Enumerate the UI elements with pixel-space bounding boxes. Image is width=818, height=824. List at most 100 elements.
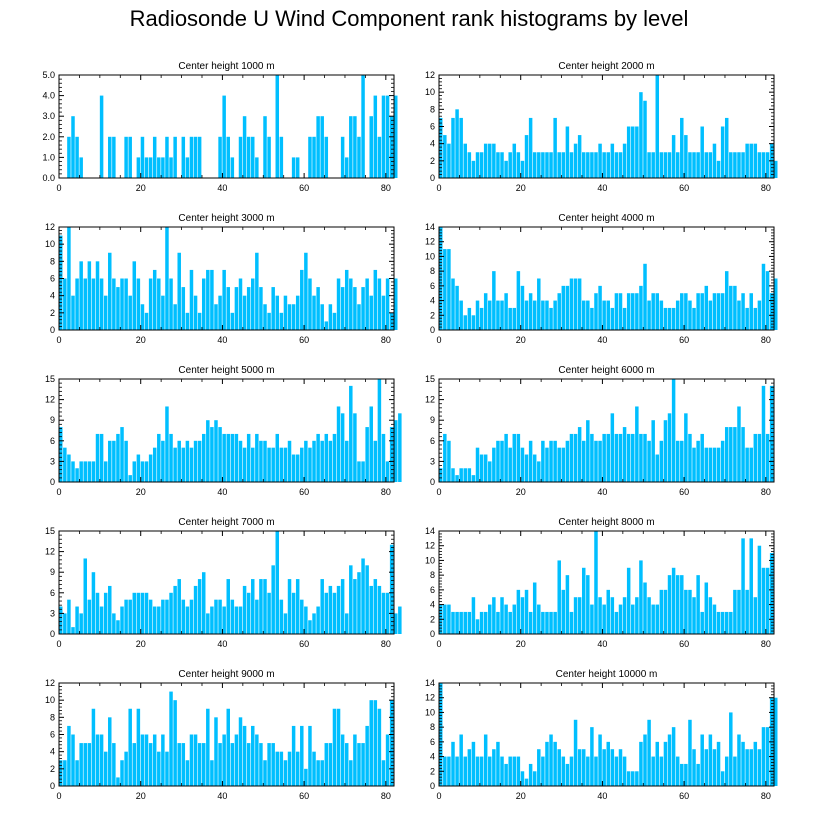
y-tick-label: 12	[45, 395, 55, 405]
chart-panel: Center height 1000 m 0.0 1.0 2.0 3.0 4.0 5.0 0 2…	[42, 61, 398, 193]
histogram-bar	[516, 433, 521, 482]
histogram-bar	[696, 440, 700, 482]
histogram-bar	[124, 136, 128, 178]
histogram-bar	[279, 136, 284, 178]
y-tick-label: 12	[45, 547, 55, 557]
histogram-bar	[222, 269, 226, 330]
chart-panel: Center height 7000 m 0 3 6 9 12 15 0 20 40 60 80	[45, 517, 402, 649]
histogram-bar	[218, 743, 222, 786]
histogram-bar	[663, 152, 668, 178]
histogram-bar	[590, 152, 594, 178]
histogram-bar	[504, 160, 508, 178]
histogram-bar	[488, 143, 492, 178]
histogram-bar	[532, 582, 537, 634]
x-tick-label: 0	[56, 487, 61, 497]
histogram-bar	[242, 585, 247, 634]
x-tick-label: 80	[381, 335, 391, 345]
histogram-bar	[173, 304, 177, 330]
y-tick-label: 0	[430, 325, 435, 335]
histogram-bar	[140, 592, 145, 634]
histogram-bar	[291, 304, 296, 330]
histogram-bar	[463, 468, 467, 482]
histogram-bar	[267, 312, 271, 330]
histogram-bar	[344, 440, 349, 482]
histogram-bar	[733, 427, 737, 482]
histogram-bar	[259, 743, 263, 786]
histogram-bar	[496, 611, 500, 634]
histogram-bar	[455, 285, 459, 330]
y-tick-label: 3	[50, 608, 55, 618]
histogram-bar	[459, 611, 463, 634]
histogram-bar	[745, 749, 749, 786]
histogram-bar	[259, 287, 263, 330]
histogram-bar	[271, 287, 275, 330]
histogram-bar	[684, 413, 688, 482]
histogram-bar	[324, 136, 329, 178]
histogram-bar	[733, 285, 737, 330]
histogram-bar	[222, 606, 226, 634]
histogram-bar	[324, 433, 329, 482]
histogram-bar	[95, 592, 100, 634]
histogram-bar	[116, 777, 120, 786]
histogram-bar	[377, 136, 382, 178]
histogram-bar	[340, 579, 345, 634]
histogram-bar	[439, 468, 443, 482]
histogram-bar	[312, 613, 316, 634]
histogram-bar	[385, 95, 390, 178]
histogram-bar	[251, 725, 255, 786]
x-tick-label: 60	[679, 335, 689, 345]
x-tick-label: 20	[516, 487, 526, 497]
histogram-bar	[622, 597, 627, 634]
histogram-bar	[720, 771, 725, 786]
histogram-bar	[516, 271, 521, 330]
histogram-bar	[692, 307, 696, 330]
histogram-bar	[451, 468, 455, 482]
histogram-bar	[238, 717, 243, 786]
histogram-bar	[344, 743, 349, 786]
histogram-bar	[320, 579, 324, 634]
histogram-bar	[361, 461, 365, 482]
histogram-bar	[586, 152, 590, 178]
histogram-bar	[59, 606, 63, 634]
histogram-bar	[152, 447, 157, 482]
histogram-bar	[483, 143, 488, 178]
histogram-bar	[157, 751, 161, 786]
histogram-bar	[569, 278, 574, 330]
histogram-bar	[488, 300, 492, 330]
chart-panel: Center height 10000 m 0 2 4 6 8 10 12 14 0 20 40 60 8…	[425, 669, 778, 801]
histogram-bar	[439, 227, 443, 330]
histogram-bar	[267, 136, 271, 178]
histogram-bar	[667, 307, 672, 330]
histogram-bar	[741, 152, 745, 178]
histogram-bar	[496, 741, 500, 786]
histogram-bar	[675, 756, 680, 786]
histogram-bar	[671, 379, 676, 482]
histogram-bar	[561, 285, 566, 330]
histogram-bar	[471, 597, 476, 634]
histogram-bar	[185, 312, 190, 330]
histogram-bar	[99, 734, 104, 786]
histogram-bar	[173, 585, 177, 634]
histogram-bar	[238, 440, 243, 482]
histogram-bar	[680, 117, 684, 178]
histogram-bar	[688, 433, 692, 482]
histogram-bar	[606, 741, 610, 786]
histogram-bar	[308, 136, 312, 178]
histogram-bar	[651, 152, 655, 178]
histogram-bar	[332, 312, 337, 330]
histogram-bar	[369, 700, 373, 786]
histogram-bar	[516, 756, 521, 786]
histogram-bar	[635, 293, 639, 330]
histogram-bar	[475, 152, 480, 178]
histogram-bar	[528, 293, 533, 330]
histogram-bar	[75, 136, 79, 178]
histogram-bar	[737, 152, 741, 178]
x-tick-label: 60	[299, 791, 309, 801]
histogram-bar	[565, 126, 570, 178]
histogram-bar	[140, 734, 145, 786]
histogram-bar	[218, 599, 222, 634]
x-tick-label: 40	[217, 639, 227, 649]
histogram-bar	[520, 597, 525, 634]
histogram-bar	[700, 734, 704, 786]
histogram-bar	[328, 440, 333, 482]
